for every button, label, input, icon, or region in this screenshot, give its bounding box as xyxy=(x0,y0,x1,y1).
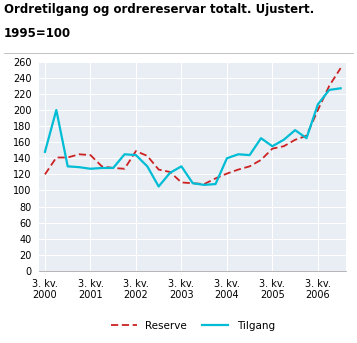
Reserve xyxy=(66,155,70,159)
Tilgang xyxy=(247,153,252,157)
Tilgang xyxy=(327,88,331,92)
Tilgang xyxy=(111,166,115,170)
Reserve xyxy=(305,134,309,138)
Reserve xyxy=(270,146,275,151)
Tilgang xyxy=(66,164,70,168)
Tilgang xyxy=(122,152,127,156)
Reserve xyxy=(191,181,195,185)
Reserve xyxy=(43,172,47,176)
Tilgang xyxy=(213,182,218,186)
Reserve xyxy=(134,149,138,153)
Line: Tilgang: Tilgang xyxy=(45,88,341,187)
Tilgang xyxy=(54,108,59,112)
Tilgang xyxy=(134,153,138,157)
Text: 1995=100: 1995=100 xyxy=(4,27,71,40)
Tilgang xyxy=(270,144,275,148)
Reserve xyxy=(168,170,172,174)
Tilgang xyxy=(305,136,309,140)
Reserve xyxy=(77,152,81,156)
Reserve xyxy=(202,182,206,186)
Reserve xyxy=(259,158,263,162)
Line: Reserve: Reserve xyxy=(45,68,341,184)
Reserve xyxy=(338,66,343,70)
Tilgang xyxy=(236,152,240,156)
Text: Ordretilgang og ordrereservar totalt. Ujustert.: Ordretilgang og ordrereservar totalt. Uj… xyxy=(4,3,314,16)
Reserve xyxy=(293,138,297,142)
Reserve xyxy=(88,153,92,157)
Reserve xyxy=(156,167,161,172)
Tilgang xyxy=(156,185,161,189)
Reserve xyxy=(327,84,331,88)
Reserve xyxy=(122,167,127,171)
Tilgang xyxy=(259,136,263,140)
Reserve xyxy=(213,176,218,180)
Tilgang xyxy=(282,138,286,142)
Reserve xyxy=(225,172,229,176)
Tilgang xyxy=(338,86,343,90)
Tilgang xyxy=(179,164,183,168)
Tilgang xyxy=(191,181,195,185)
Tilgang xyxy=(316,102,320,106)
Tilgang xyxy=(43,150,47,154)
Tilgang xyxy=(77,165,81,169)
Tilgang xyxy=(202,183,206,187)
Tilgang xyxy=(225,156,229,161)
Reserve xyxy=(100,164,104,168)
Reserve xyxy=(247,164,252,168)
Tilgang xyxy=(168,171,172,175)
Reserve xyxy=(282,144,286,148)
Tilgang xyxy=(100,166,104,170)
Reserve xyxy=(179,180,183,185)
Reserve xyxy=(111,166,115,170)
Reserve xyxy=(145,154,150,158)
Reserve xyxy=(236,167,240,172)
Tilgang xyxy=(145,164,150,168)
Tilgang xyxy=(88,167,92,171)
Reserve xyxy=(54,155,59,159)
Reserve xyxy=(316,108,320,112)
Legend: Reserve, Tilgang: Reserve, Tilgang xyxy=(106,317,279,335)
Tilgang xyxy=(293,128,297,132)
